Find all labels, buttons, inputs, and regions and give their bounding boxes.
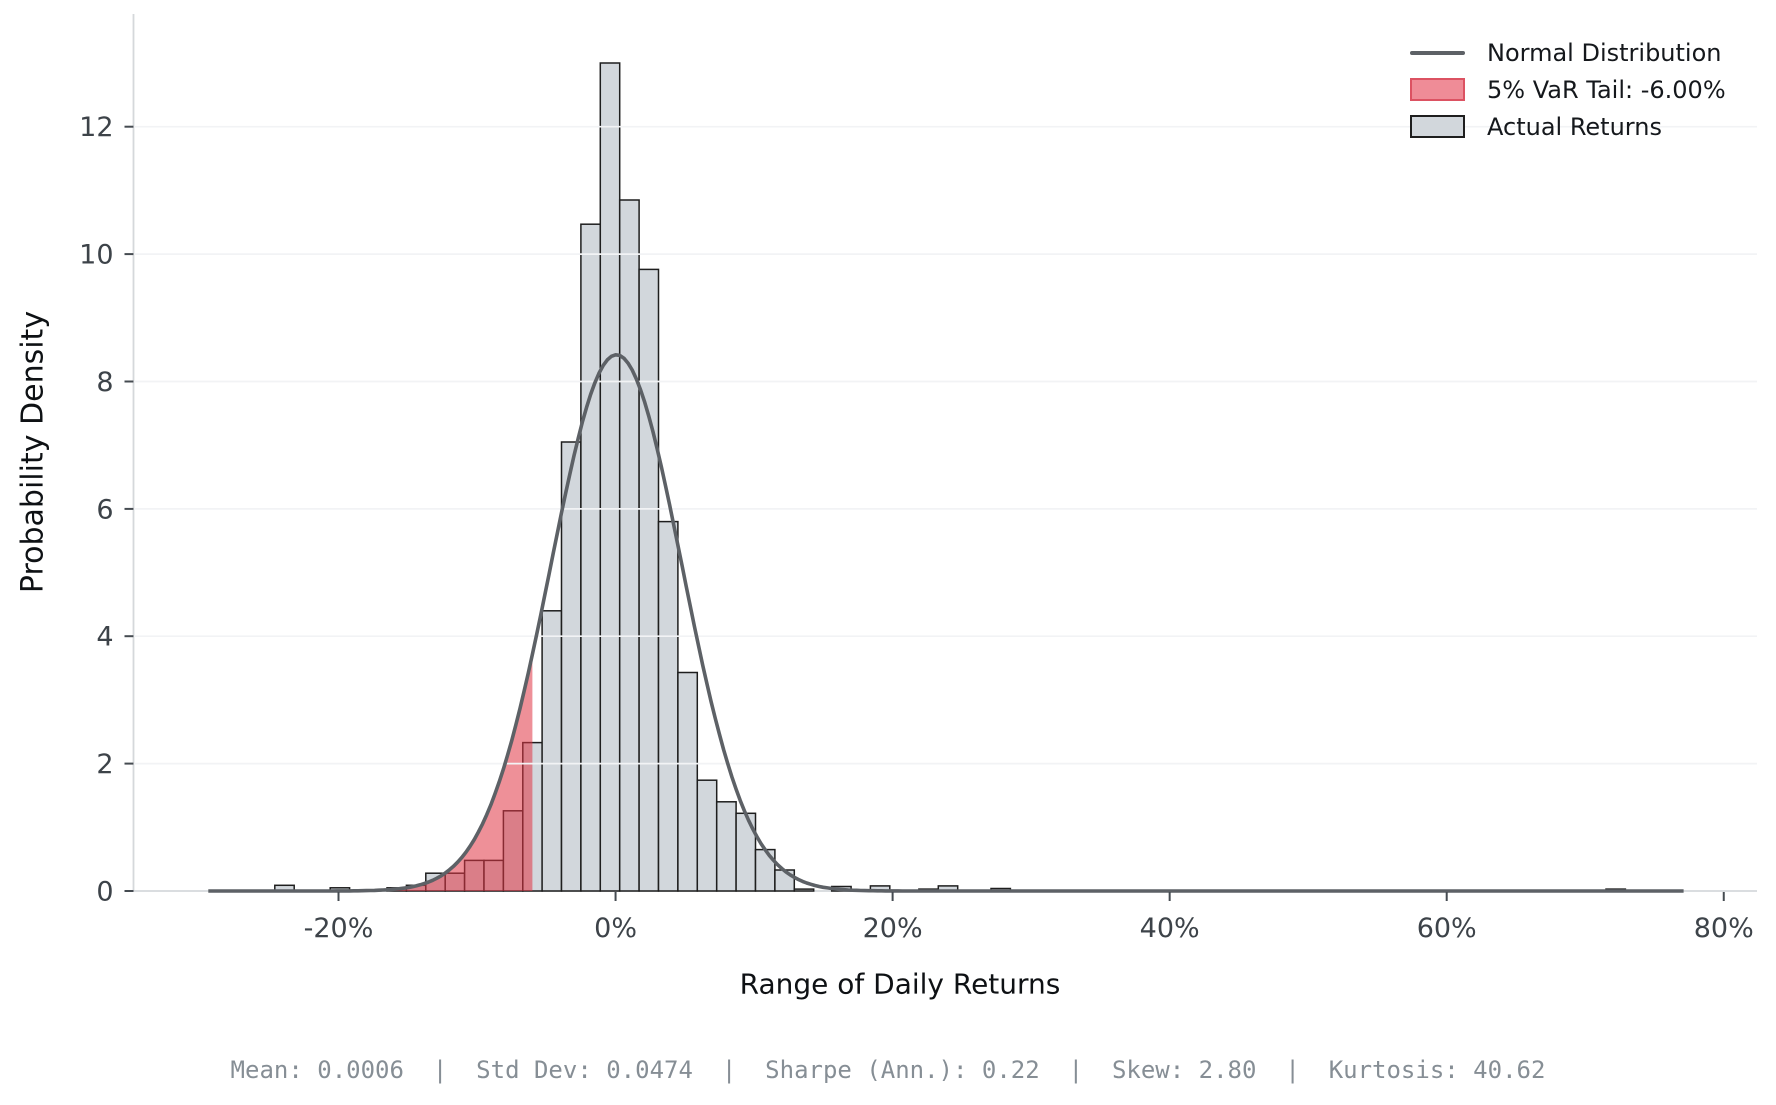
x-tick-label: 0% bbox=[594, 913, 637, 944]
x-tick-label: 20% bbox=[863, 913, 923, 944]
y-axis-label: Probability Density bbox=[15, 310, 51, 594]
normal-distribution-line-swatch bbox=[1410, 50, 1465, 55]
legend-item-label: Actual Returns bbox=[1487, 112, 1662, 141]
x-axis-label: Range of Daily Returns bbox=[739, 967, 1061, 1001]
spines bbox=[132, 14, 1757, 892]
histogram-bar bbox=[657, 520, 679, 892]
summary-stats-line: Mean: 0.0006 | Std Dev: 0.0474 | Sharpe … bbox=[230, 1056, 1546, 1084]
y-tick-label: 12 bbox=[79, 112, 113, 143]
x-tick-label: 60% bbox=[1417, 913, 1477, 944]
x-tick-label: -20% bbox=[304, 913, 374, 944]
x-tick-label: 40% bbox=[1140, 913, 1200, 944]
legend-item-var-tail: 5% VaR Tail: -6.00% bbox=[1410, 71, 1726, 108]
y-tick-label: 6 bbox=[96, 494, 113, 525]
tick-labels: -20% 0% 20% 40% 60% 80% 0 2 4 6 8 10 12 bbox=[79, 112, 1754, 944]
x-tick-label: 80% bbox=[1694, 913, 1754, 944]
histogram-bar bbox=[677, 671, 699, 892]
histogram-bar bbox=[696, 779, 718, 892]
histogram-bar bbox=[580, 223, 602, 892]
curve bbox=[208, 353, 1684, 893]
histogram-bar bbox=[715, 801, 737, 892]
normal-curve bbox=[208, 353, 1684, 893]
y-tick-label: 2 bbox=[96, 749, 113, 780]
legend: Normal Distribution 5% VaR Tail: -6.00% … bbox=[1410, 34, 1726, 145]
var-tail-patch-swatch bbox=[1410, 78, 1465, 101]
y-tick-label: 8 bbox=[96, 367, 113, 398]
histogram-bar bbox=[618, 199, 640, 892]
histogram-bar bbox=[541, 610, 563, 892]
actual-returns-patch-swatch bbox=[1410, 115, 1465, 138]
y-tick-label: 4 bbox=[96, 622, 113, 653]
axis-ticks bbox=[124, 125, 1725, 901]
legend-item-label: 5% VaR Tail: -6.00% bbox=[1487, 75, 1726, 104]
legend-item-actual-returns: Actual Returns bbox=[1410, 108, 1726, 145]
grid bbox=[133, 125, 1757, 765]
y-tick-label: 10 bbox=[79, 240, 113, 271]
var-tail-fill bbox=[208, 654, 533, 891]
bars bbox=[274, 62, 1627, 892]
legend-item-normal-distribution: Normal Distribution bbox=[1410, 34, 1726, 71]
histogram-bar bbox=[793, 888, 815, 892]
histogram-bar bbox=[638, 268, 660, 892]
legend-item-label: Normal Distribution bbox=[1487, 38, 1722, 67]
histogram-bar bbox=[599, 62, 621, 892]
var-fill bbox=[208, 654, 533, 891]
y-tick-label: 0 bbox=[96, 877, 113, 908]
